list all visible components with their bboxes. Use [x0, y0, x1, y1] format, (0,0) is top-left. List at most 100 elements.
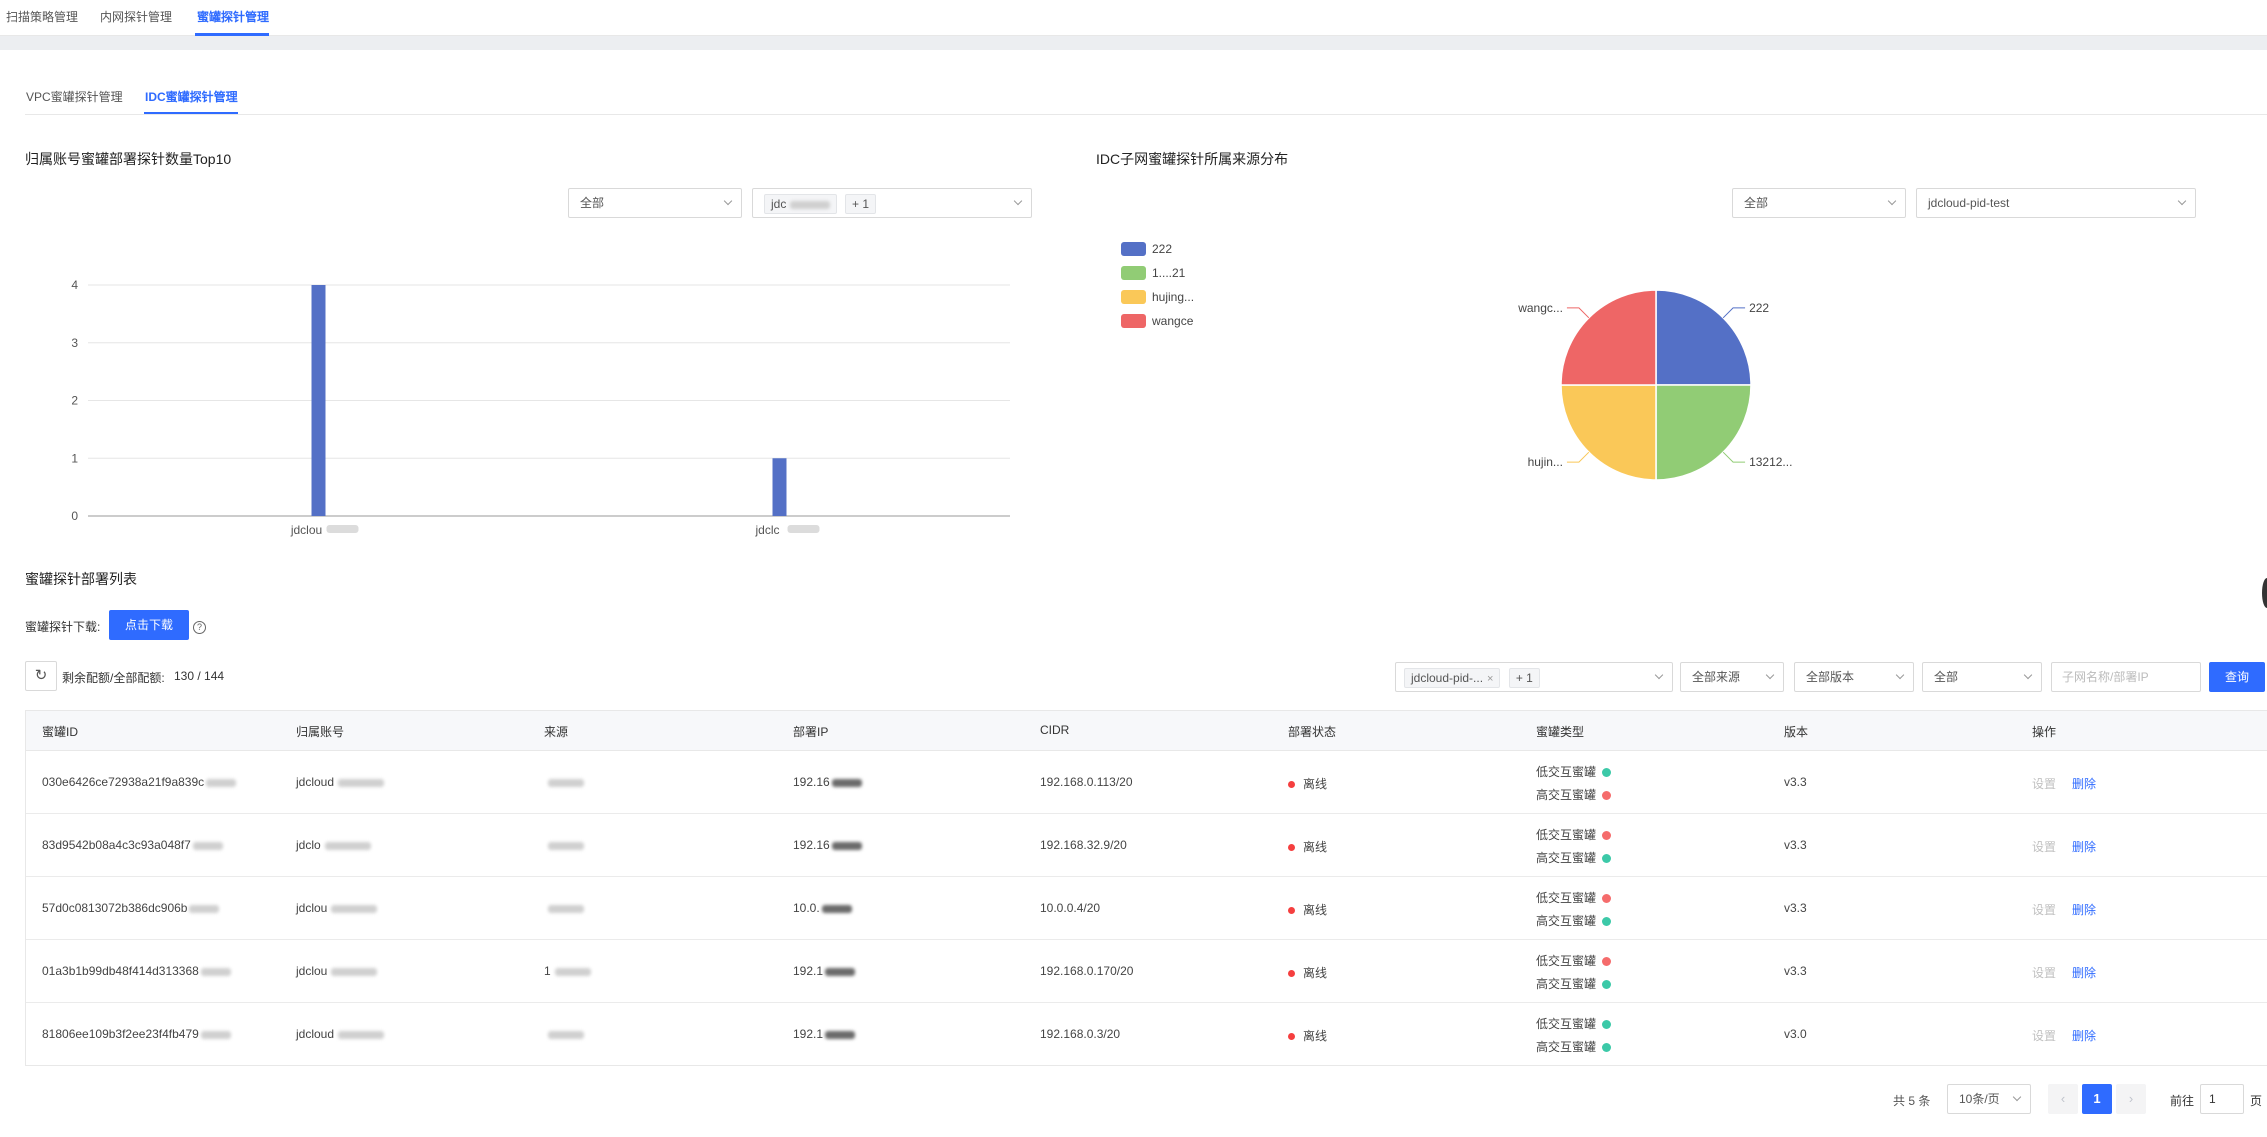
redacted-text: [554, 967, 591, 976]
download-button[interactable]: 点击下载: [109, 610, 189, 640]
redacted-text: [548, 778, 584, 787]
legend-swatch[interactable]: [1121, 290, 1146, 304]
high-interaction-label: 高交互蜜罐: [1536, 1040, 1597, 1054]
delete-link[interactable]: 删除: [2072, 777, 2097, 791]
cell-cidr: 192.168.0.113/20: [1040, 775, 1133, 789]
floating-handle[interactable]: [2262, 578, 2267, 608]
pie-slice-0[interactable]: [1655, 289, 1752, 386]
bar-xtick-label: jdclou: [290, 523, 322, 537]
prev-page-button[interactable]: ‹: [2048, 1084, 2078, 1114]
tab-scan-policy[interactable]: 扫描策略管理: [6, 10, 79, 24]
list-title: 蜜罐探针部署列表: [25, 571, 137, 587]
pie-label-line: [1722, 451, 1746, 463]
refresh-button[interactable]: ↻: [25, 661, 57, 691]
low-status-dot: [1602, 894, 1612, 904]
version-select[interactable]: 全部版本: [1794, 662, 1914, 692]
redacted-text: [789, 200, 830, 209]
close-icon[interactable]: ×: [1487, 672, 1494, 685]
legend-label[interactable]: 222: [1152, 242, 1172, 256]
pie-slice-2[interactable]: [1560, 384, 1657, 481]
tab-vpc-honeypot[interactable]: VPC蜜罐探针管理: [26, 90, 123, 104]
settings-link[interactable]: 设置: [2032, 1029, 2057, 1043]
cell-deploy-ip: 192.16: [793, 775, 862, 789]
low-interaction-label: 低交互蜜罐: [1536, 891, 1597, 905]
page-size-select[interactable]: 10条/页: [1947, 1084, 2031, 1114]
cell-honeypot-id: 83d9542b08a4c3c93a048f7: [42, 838, 223, 852]
bar-type-select[interactable]: 全部: [568, 188, 742, 218]
legend-label[interactable]: wangce: [1151, 314, 1194, 328]
legend-swatch[interactable]: [1121, 266, 1146, 280]
redacted-text: [338, 778, 385, 787]
bar-0[interactable]: [311, 285, 326, 516]
next-page-button[interactable]: ›: [2116, 1084, 2146, 1114]
legend-label[interactable]: hujing...: [1152, 290, 1194, 304]
cell-account: jdcloud: [296, 775, 385, 789]
cell-status: 离线: [1288, 964, 1327, 981]
settings-link[interactable]: 设置: [2032, 966, 2057, 980]
low-interaction-honeypot: 低交互蜜罐: [1536, 763, 1612, 780]
tab-intranet-probe[interactable]: 内网探针管理: [100, 10, 173, 24]
cell-honeypot-id: 57d0c0813072b386dc906b: [42, 901, 220, 915]
redacted-text: [324, 841, 371, 850]
active-tab-indicator: [195, 33, 269, 36]
legend-swatch[interactable]: [1121, 242, 1146, 256]
chevron-down-icon: [1654, 670, 1664, 680]
cell-source: [544, 775, 584, 789]
high-interaction-honeypot: 高交互蜜罐: [1536, 849, 1612, 866]
low-interaction-label: 低交互蜜罐: [1536, 765, 1597, 779]
high-interaction-honeypot: 高交互蜜罐: [1536, 786, 1612, 803]
cell-status: 离线: [1288, 775, 1327, 792]
goto-label: 前往: [2170, 1094, 2195, 1108]
cell-status: 离线: [1288, 838, 1327, 855]
honeypot-id-text: 01a3b1b99db48f414d313368: [42, 964, 199, 978]
table-row: 57d0c0813072b386dc906b jdclou 10.0. 10.0.0.…: [26, 877, 2267, 940]
cell-source: [544, 901, 584, 915]
list-account-select[interactable]: jdcloud-pid-... × + 1: [1395, 662, 1673, 692]
pie-slice-1[interactable]: [1655, 384, 1752, 481]
redacted-text: [831, 778, 862, 787]
low-status-dot: [1602, 1020, 1612, 1030]
bar-account-select[interactable]: jdc + 1: [752, 188, 1032, 218]
cell-deploy-ip: 10.0.: [793, 901, 852, 915]
delete-link[interactable]: 删除: [2072, 1029, 2097, 1043]
bar-1[interactable]: [772, 458, 787, 516]
cell-deploy-ip: 192.1: [793, 1027, 856, 1041]
query-button[interactable]: 查询: [2209, 662, 2265, 692]
goto-page-input[interactable]: [2200, 1084, 2244, 1114]
tab-honeypot-probe[interactable]: 蜜罐探针管理: [197, 10, 270, 24]
tab-idc-honeypot[interactable]: IDC蜜罐探针管理: [145, 90, 238, 104]
low-interaction-label: 低交互蜜罐: [1536, 954, 1597, 968]
chevron-down-icon: [1013, 196, 1023, 206]
cell-account: jdclo: [296, 838, 371, 852]
cell-account: jdclou: [296, 964, 378, 978]
bar-ytick-label: 4: [71, 278, 78, 292]
pie-slice-label: 222: [1749, 301, 1769, 315]
help-icon[interactable]: ?: [193, 621, 206, 634]
source-select[interactable]: 全部来源: [1680, 662, 1784, 692]
status-select[interactable]: 全部: [1922, 662, 2042, 692]
legend-swatch[interactable]: [1121, 314, 1146, 328]
settings-link[interactable]: 设置: [2032, 903, 2057, 917]
redacted-text: [548, 1030, 584, 1039]
account-text: jdcloud: [296, 1027, 335, 1041]
pie-account-select[interactable]: jdcloud-pid-test: [1916, 188, 2196, 218]
account-text: jdclou: [296, 964, 328, 978]
pie-slice-3[interactable]: [1560, 289, 1657, 386]
delete-link[interactable]: 删除: [2072, 903, 2097, 917]
bar-ytick-label: 3: [71, 336, 78, 350]
status-text: 离线: [1303, 966, 1328, 980]
pie-slice-label: hujin...: [1528, 455, 1563, 469]
redacted-text: [192, 841, 223, 850]
table-row: 030e6426ce72938a21f9a839c jdcloud 192.16 19…: [26, 751, 2267, 814]
settings-link[interactable]: 设置: [2032, 777, 2057, 791]
legend-label[interactable]: 1....21: [1152, 266, 1186, 280]
settings-link[interactable]: 设置: [2032, 840, 2057, 854]
cell-cidr: 192.168.32.9/20: [1040, 838, 1127, 852]
delete-link[interactable]: 删除: [2072, 966, 2097, 980]
honeypot-id-text: 81806ee109b3f2ee23f4fb479: [42, 1027, 199, 1041]
pie-type-select[interactable]: 全部: [1732, 188, 1906, 218]
page-1-button[interactable]: 1: [2082, 1084, 2112, 1114]
delete-link[interactable]: 删除: [2072, 840, 2097, 854]
col-deploy-ip: 部署IP: [793, 725, 829, 739]
search-input[interactable]: [2051, 662, 2201, 692]
